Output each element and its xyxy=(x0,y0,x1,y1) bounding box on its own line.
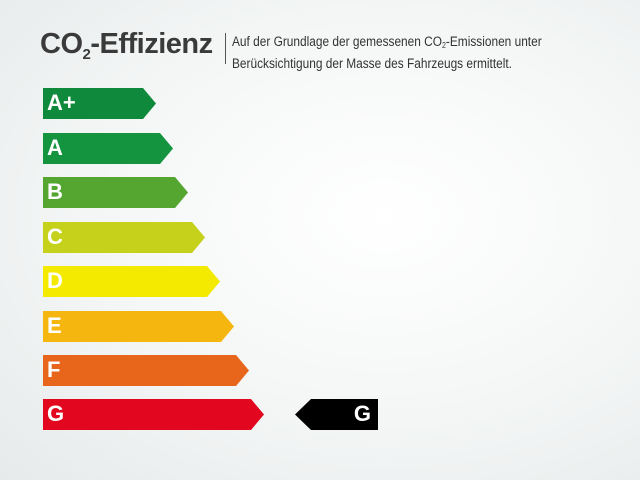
title-rest: -Effizienz xyxy=(90,28,213,60)
rating-marker: G xyxy=(295,399,378,430)
page-title: CO2-Effizienz xyxy=(40,28,213,63)
scale-bar-label: D xyxy=(47,268,63,293)
scale-bar-label: A xyxy=(47,135,63,160)
scale-bar-c: C xyxy=(43,222,205,253)
scale-bar-label: B xyxy=(47,179,63,204)
desc-text: Berücksichtigung der Masse des Fahrzeugs… xyxy=(232,56,512,71)
scale-bar-label: A+ xyxy=(47,90,76,115)
title-co: CO xyxy=(40,28,83,60)
description: Auf der Grundlage der gemessenen CO2-Emi… xyxy=(232,33,542,73)
scale-bar-label: F xyxy=(47,357,61,382)
scale-bar-label: G xyxy=(47,401,65,426)
rating-label: G xyxy=(353,401,371,426)
scale-bar-e: E xyxy=(43,311,234,342)
scale-bar-a-plus: A+ xyxy=(43,88,156,119)
scale-bar-f: F xyxy=(43,355,249,386)
scale-bar-d: D xyxy=(43,266,220,297)
scale-bar-g: G xyxy=(43,399,264,430)
divider xyxy=(225,33,226,64)
scale-bar-a: A xyxy=(43,133,173,164)
desc-text: Auf der Grundlage der gemessenen CO xyxy=(232,34,443,49)
desc-subscript: 2 xyxy=(442,41,446,50)
scale-bar-label: C xyxy=(47,224,63,249)
scale-bar-b: B xyxy=(43,177,188,208)
title-subscript: 2 xyxy=(82,46,91,63)
scale-bar-label: E xyxy=(47,313,62,338)
desc-text: -Emissionen unter xyxy=(445,34,542,49)
